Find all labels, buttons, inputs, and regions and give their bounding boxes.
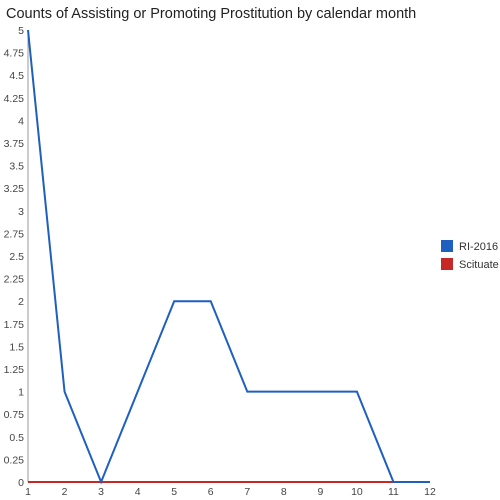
axes — [27, 30, 430, 483]
y-tick-label: 3.25 — [4, 183, 25, 195]
legend-item[interactable]: Scituate — [441, 258, 499, 271]
y-tick-label: 4.75 — [4, 48, 25, 60]
y-tick-label: 4.25 — [4, 93, 25, 105]
y-tick-label: 0.25 — [4, 454, 25, 466]
legend[interactable]: RI-2016 Scituate — [441, 240, 499, 271]
legend-label: RI-2016 — [459, 241, 498, 253]
x-tick-label: 7 — [244, 486, 250, 498]
y-tick-label: 2.25 — [4, 274, 25, 286]
series-line-0[interactable] — [27, 29, 430, 485]
x-tick-label: 11 — [388, 486, 399, 498]
chart-title: Counts of Assisting or Promoting Prostit… — [6, 6, 416, 22]
y-tick-label: 0 — [18, 477, 24, 489]
y-axis-ticks: 0 0.25 0.5 0.75 1 1.25 1.5 1.75 2 2.25 2.5 2.75 3 3.2… — [4, 25, 25, 489]
x-tick-label: 12 — [424, 486, 436, 498]
legend-swatch — [441, 258, 453, 270]
x-tick-label: 2 — [62, 486, 68, 498]
series-lines — [27, 29, 430, 485]
y-tick-label: 4.5 — [9, 70, 24, 82]
y-tick-label: 2 — [18, 296, 24, 308]
y-tick-label: 1 — [18, 387, 24, 399]
x-tick-label: 5 — [171, 486, 177, 498]
y-tick-label: 1.75 — [4, 319, 25, 331]
y-tick-label: 4 — [18, 115, 24, 127]
x-tick-label: 10 — [351, 486, 363, 498]
x-tick-label: 3 — [98, 486, 104, 498]
x-tick-label: 4 — [135, 486, 141, 498]
y-tick-label: 1.5 — [9, 341, 24, 353]
y-tick-label: 5 — [18, 25, 24, 37]
y-tick-label: 0.75 — [4, 409, 25, 421]
y-tick-label: 2.75 — [4, 228, 25, 240]
x-axis-ticks: 1 2 3 4 5 6 7 8 9 10 11 12 — [25, 486, 436, 498]
x-tick-label: 9 — [317, 486, 323, 498]
x-tick-label: 1 — [25, 486, 31, 498]
y-tick-label: 2.5 — [9, 251, 24, 263]
x-tick-label: 8 — [281, 486, 287, 498]
y-tick-label: 3.5 — [9, 161, 24, 173]
y-tick-label: 0.5 — [9, 432, 24, 444]
x-tick-label: 6 — [208, 486, 214, 498]
y-tick-label: 1.25 — [4, 364, 25, 376]
y-tick-label: 3.75 — [4, 138, 25, 150]
y-tick-label: 3 — [18, 206, 24, 218]
legend-item[interactable]: RI-2016 — [441, 240, 498, 253]
legend-label: Scituate — [459, 259, 499, 271]
legend-swatch — [441, 240, 453, 252]
